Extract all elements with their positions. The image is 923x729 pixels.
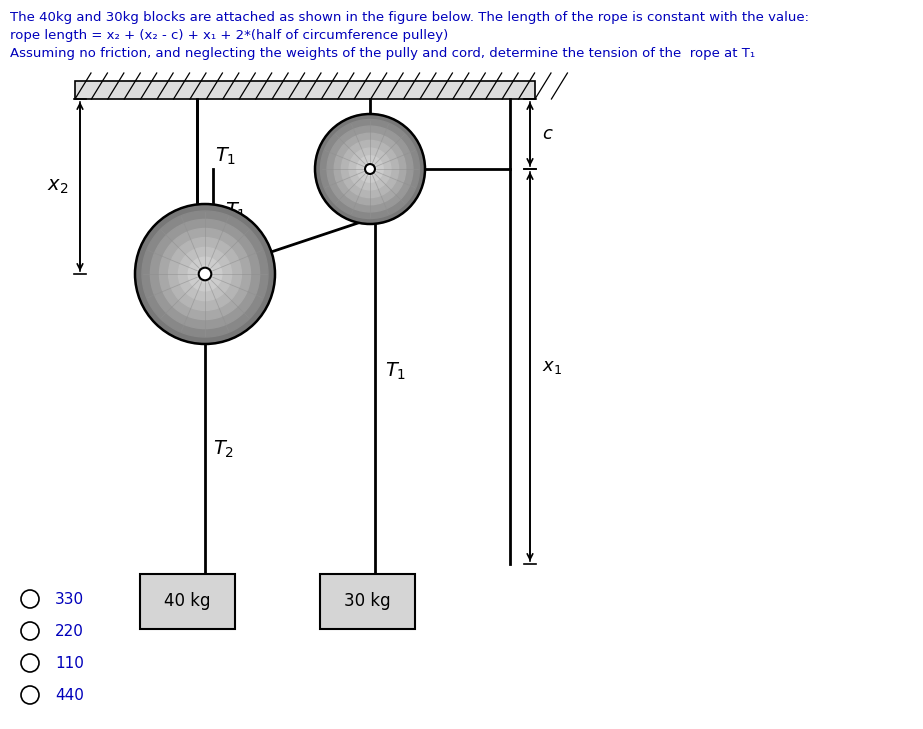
Circle shape: [169, 238, 242, 311]
Text: Assuming no friction, and neglecting the weights of the pully and cord, determin: Assuming no friction, and neglecting the…: [10, 47, 755, 60]
Bar: [75, 81, 535, 99]
Circle shape: [197, 265, 213, 282]
Circle shape: [178, 247, 232, 300]
Text: The 40kg and 30kg blocks are attached as shown in the figure below. The length o: The 40kg and 30kg blocks are attached as…: [10, 11, 809, 24]
Text: 330: 330: [55, 591, 84, 607]
Text: 440: 440: [55, 687, 84, 703]
Circle shape: [135, 204, 275, 344]
Text: $T_2$: $T_2$: [213, 438, 234, 460]
Text: 40 kg: 40 kg: [164, 593, 210, 610]
Text: 110: 110: [55, 655, 84, 671]
Circle shape: [342, 141, 399, 198]
Circle shape: [198, 268, 211, 280]
Circle shape: [320, 120, 419, 219]
Circle shape: [366, 164, 375, 174]
Circle shape: [349, 148, 391, 190]
Circle shape: [188, 257, 222, 291]
Bar: [320, 574, 415, 629]
Circle shape: [142, 211, 268, 337]
Circle shape: [334, 133, 406, 205]
Circle shape: [364, 163, 377, 176]
Circle shape: [357, 156, 383, 182]
Text: $T_1$: $T_1$: [225, 201, 246, 222]
Text: $T_1$: $T_1$: [385, 361, 406, 382]
Text: $c$: $c$: [542, 125, 554, 143]
Text: $T_1$: $T_1$: [215, 146, 236, 167]
Circle shape: [150, 219, 259, 329]
Text: 30 kg: 30 kg: [344, 593, 390, 610]
Text: rope length = x₂ + (x₂ - c) + x₁ + 2*(half of circumference pulley): rope length = x₂ + (x₂ - c) + x₁ + 2*(ha…: [10, 29, 449, 42]
Text: $x_2$: $x_2$: [47, 177, 68, 196]
Circle shape: [315, 114, 425, 224]
Text: $x_1$: $x_1$: [542, 357, 562, 375]
Text: 220: 220: [55, 623, 84, 639]
Bar: [140, 574, 235, 629]
Circle shape: [327, 126, 413, 212]
Circle shape: [160, 228, 250, 319]
